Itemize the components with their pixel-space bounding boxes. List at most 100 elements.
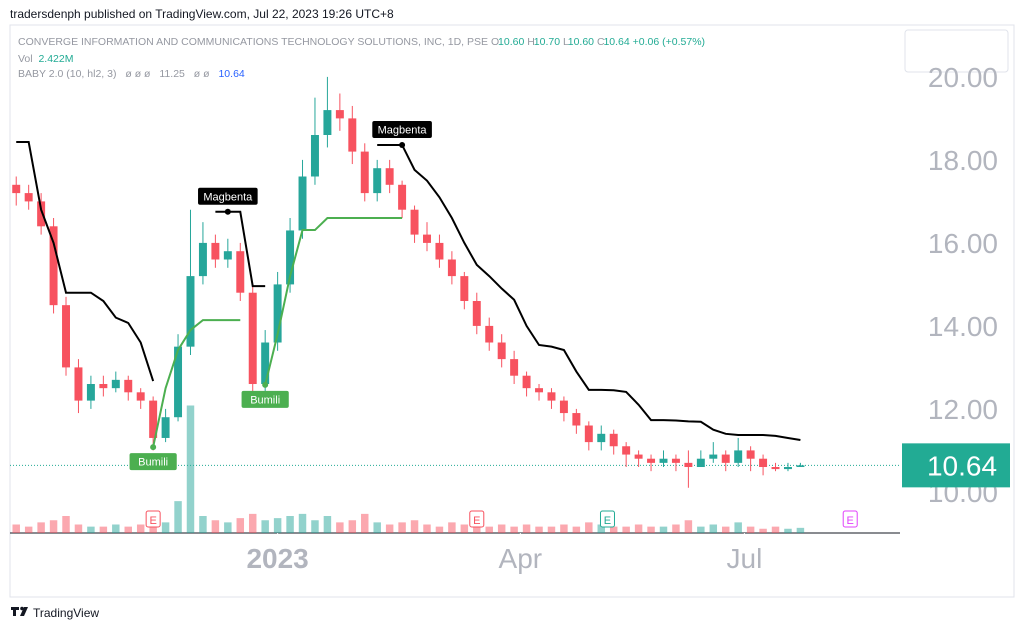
volume-bar [273,518,282,533]
signal-box [372,120,432,138]
indicator-item: ø ø [193,68,210,80]
volume-bar [771,526,780,533]
volume-bar [448,522,456,533]
volume-title: Vol [18,53,33,65]
candle-body [74,367,83,401]
candle-body [348,118,357,152]
indicator-item: 11.25 [159,68,185,80]
volume-bar [746,526,755,533]
volume-bar [547,526,556,533]
candle-body [385,168,394,185]
volume-bar [398,522,406,533]
ohlc-value: 10.60 [498,36,525,48]
volume-bar [361,513,369,533]
signal-box [198,187,258,205]
candle-body [783,467,792,470]
candle-body [273,284,282,343]
y-tick-label: 16.00 [928,228,998,259]
candle-body [535,388,544,393]
volume-bar [236,518,245,533]
volume-bar [211,520,220,533]
volume-bar [672,524,680,533]
candle-body [174,346,183,418]
candle-body [634,454,643,459]
volume-bar [161,522,170,533]
candle-body [734,450,743,463]
candle-body [759,458,768,468]
volume-legend: Vol 2.422M [18,53,73,65]
candle-body [547,392,556,401]
candle-body [709,454,718,459]
indicator-item: BABY 2.0 (10, hl2, 3) [18,68,117,80]
symbol-legend: CONVERGE INFORMATION AND COMMUNICATIONS … [18,36,705,48]
volume-bar [609,526,618,533]
volume-bar [298,513,307,533]
candle-body [37,201,46,227]
volume-bar [112,524,120,533]
volume-bar [87,526,95,533]
candle-body [99,384,108,389]
volume-bar [796,527,805,533]
volume-bar [709,524,718,533]
volume-bar [174,501,182,533]
candle-body [622,446,631,455]
candle-body [447,259,456,277]
volume-bar [37,522,45,533]
signal-marker [262,381,269,388]
x-tick-label: Jul [727,543,763,574]
volume-bar [199,516,207,533]
candle-body [485,325,494,343]
volume-bar [485,526,493,533]
earnings-label: E [604,515,611,527]
candle-body [510,359,519,376]
candle-body [460,276,469,302]
candle-body [298,176,307,231]
volume-bar [99,526,108,533]
price-tag [902,443,1010,488]
candle-body [12,184,21,194]
candle-body [497,342,506,360]
logo [11,606,28,616]
candle-body [211,242,220,260]
earnings-label: E [847,515,854,527]
candle-body [435,242,444,260]
volume-bar [124,526,132,533]
indicator-line [152,319,241,448]
earnings-box [469,510,485,528]
volume-bar [647,526,655,533]
signal-box [129,453,177,471]
candle-body [572,413,581,426]
candle-body [111,379,120,389]
volume-bar [136,524,145,533]
volume-value: 2.422M [38,53,74,65]
candle-body [398,184,407,210]
earnings-box [842,510,858,528]
volume-bar [435,526,444,533]
signal-label: Magbenta [203,191,253,203]
ohlc-value: 10.60 [567,36,595,48]
volume-bar [634,524,643,533]
corner-box [904,29,1009,73]
candle-body [771,467,780,470]
candle-body [124,379,133,393]
volume-bar [348,520,357,533]
volume-bar [336,522,344,533]
candle-body [186,276,195,347]
volume-bar [697,526,705,533]
volume-bar [49,520,58,533]
volume-bar [784,528,792,533]
signal-box [241,390,289,408]
candle-body [522,375,531,389]
volume-bar [24,526,33,533]
volume-bar [722,526,730,533]
candle-body [671,458,680,463]
candle-body [796,465,805,468]
volume-bar [62,516,70,533]
candle-body [161,417,170,438]
candle-body [696,458,705,468]
indicator-item: 10.64 [218,68,245,80]
candle-body [310,134,319,177]
y-tick-label: 14.00 [928,311,998,342]
earnings-box [599,510,615,528]
